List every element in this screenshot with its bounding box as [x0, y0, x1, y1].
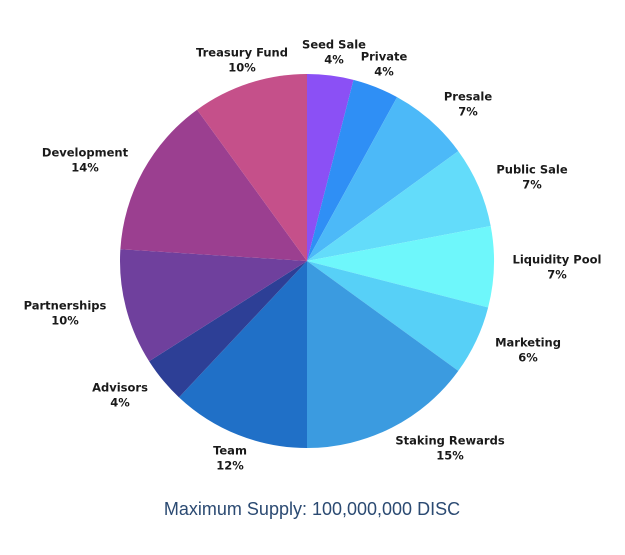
slice-label: Treasury Fund — [196, 46, 288, 60]
slice-label: Partnerships — [24, 299, 107, 313]
slice-label: Private — [361, 50, 408, 64]
pie-slice — [307, 261, 489, 371]
slice-value: 4% — [110, 396, 130, 410]
slice-label: Presale — [444, 90, 492, 104]
pie-slice — [307, 225, 494, 308]
pie-slice — [120, 249, 307, 362]
slice-value: 4% — [374, 65, 394, 79]
pie-slice — [307, 79, 398, 262]
caption: Maximum Supply: 100,000,000 DISC — [164, 499, 460, 519]
slice-label: Seed Sale — [302, 38, 366, 52]
slice-label: Marketing — [495, 336, 561, 350]
slice-value: 10% — [51, 314, 79, 328]
pie-slice — [197, 74, 307, 261]
pie-slice — [307, 74, 354, 261]
slice-value: 14% — [71, 161, 99, 175]
slice-value: 12% — [216, 459, 244, 473]
pie-slice — [307, 97, 459, 262]
slice-label: Development — [42, 146, 129, 160]
slice-value: 10% — [228, 61, 256, 75]
slice-label: Public Sale — [496, 163, 568, 177]
slice-value: 7% — [547, 268, 567, 282]
slice-value: 6% — [518, 351, 538, 365]
slice-value: 7% — [522, 178, 542, 192]
slice-value: 7% — [458, 105, 478, 119]
slice-label: Staking Rewards — [395, 434, 504, 448]
slice-value: 15% — [436, 449, 464, 463]
pie-slice — [149, 261, 307, 398]
pie-slice — [178, 261, 307, 448]
pie-slice — [120, 109, 307, 261]
slice-label: Team — [213, 444, 247, 458]
slice-label: Liquidity Pool — [513, 253, 602, 267]
slice-value: 4% — [324, 53, 344, 67]
pie-slice — [307, 261, 459, 448]
pie-slice — [307, 151, 491, 261]
slice-label: Advisors — [92, 381, 148, 395]
